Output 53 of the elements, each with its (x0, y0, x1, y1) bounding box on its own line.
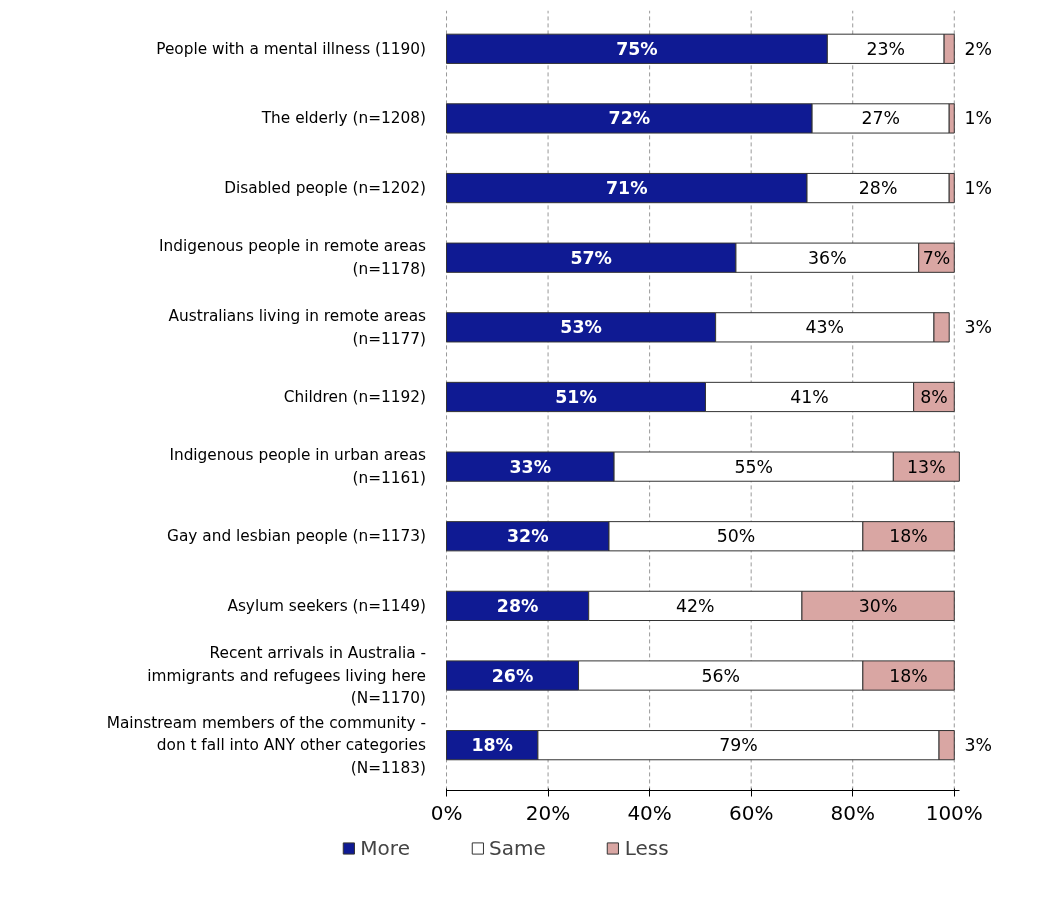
data-label: 56% (701, 665, 740, 686)
legend-label: More (360, 836, 410, 860)
data-label: 1% (964, 178, 992, 199)
data-label: 13% (907, 456, 946, 477)
y-tick-label: Disabled people (n=1202) (224, 179, 427, 198)
legend-label: Less (624, 836, 669, 860)
data-label: 79% (719, 735, 758, 756)
data-label: 28% (858, 178, 898, 199)
data-label: 8% (920, 386, 948, 407)
data-label: 2% (964, 38, 992, 59)
y-tick-label: Mainstream members of the community - don t fall into ANY other categories (N=1183) (106, 713, 427, 777)
data-label: 51% (555, 386, 597, 407)
legend-label: Same (488, 836, 546, 860)
y-tick-label: Indigenous people in remote areas (n=1178) (159, 237, 427, 278)
y-tick-label: Children (n=1192) (283, 387, 427, 406)
y-tick-label: Indigenous people in urban areas (n=1161) (169, 446, 427, 487)
data-label: 26% (491, 665, 534, 686)
data-label: 55% (734, 456, 773, 477)
x-tick-label: 20% (525, 801, 571, 826)
y-tick-label: Gay and lesbian people (n=1173) (167, 527, 427, 546)
data-label: 28% (496, 595, 539, 616)
y-tick-label: Recent arrivals in Australia - immigrants and refugees living here (N=1170) (147, 644, 427, 708)
data-label: 18% (471, 735, 513, 756)
data-label: 33% (509, 456, 552, 477)
data-label: 7% (922, 247, 951, 268)
data-label: 53% (560, 317, 602, 338)
data-label: 36% (808, 247, 847, 268)
data-label: 30% (858, 595, 898, 616)
data-label: 42% (676, 595, 715, 616)
data-label: 57% (570, 247, 612, 268)
y-tick-label: People with a mental illness (1190) (156, 39, 427, 58)
data-label: 41% (790, 386, 829, 407)
y-tick-label: The elderly (n=1208) (260, 109, 427, 128)
data-label: 50% (716, 526, 756, 547)
data-label: 3% (964, 317, 992, 338)
x-tick-label: 40% (627, 801, 672, 826)
data-label: 18% (889, 526, 928, 547)
x-tick-label: 100% (925, 801, 983, 826)
x-tick-label: 0% (430, 801, 463, 826)
y-tick-label: Asylum seekers (n=1149) (227, 596, 427, 615)
data-label: 3% (964, 735, 992, 756)
x-tick-label: 80% (830, 801, 875, 826)
data-label: 23% (866, 38, 905, 59)
data-label: 18% (889, 665, 928, 686)
data-label: 75% (616, 38, 658, 59)
data-label: 72% (608, 108, 651, 129)
data-label: 32% (507, 526, 549, 547)
x-tick-label: 60% (728, 801, 774, 826)
y-tick-label: Australians living in remote areas (n=1177) (168, 307, 427, 348)
data-label: 1% (964, 108, 992, 129)
data-label: 27% (861, 108, 900, 129)
data-label: 43% (805, 317, 845, 338)
data-label: 71% (606, 178, 648, 199)
